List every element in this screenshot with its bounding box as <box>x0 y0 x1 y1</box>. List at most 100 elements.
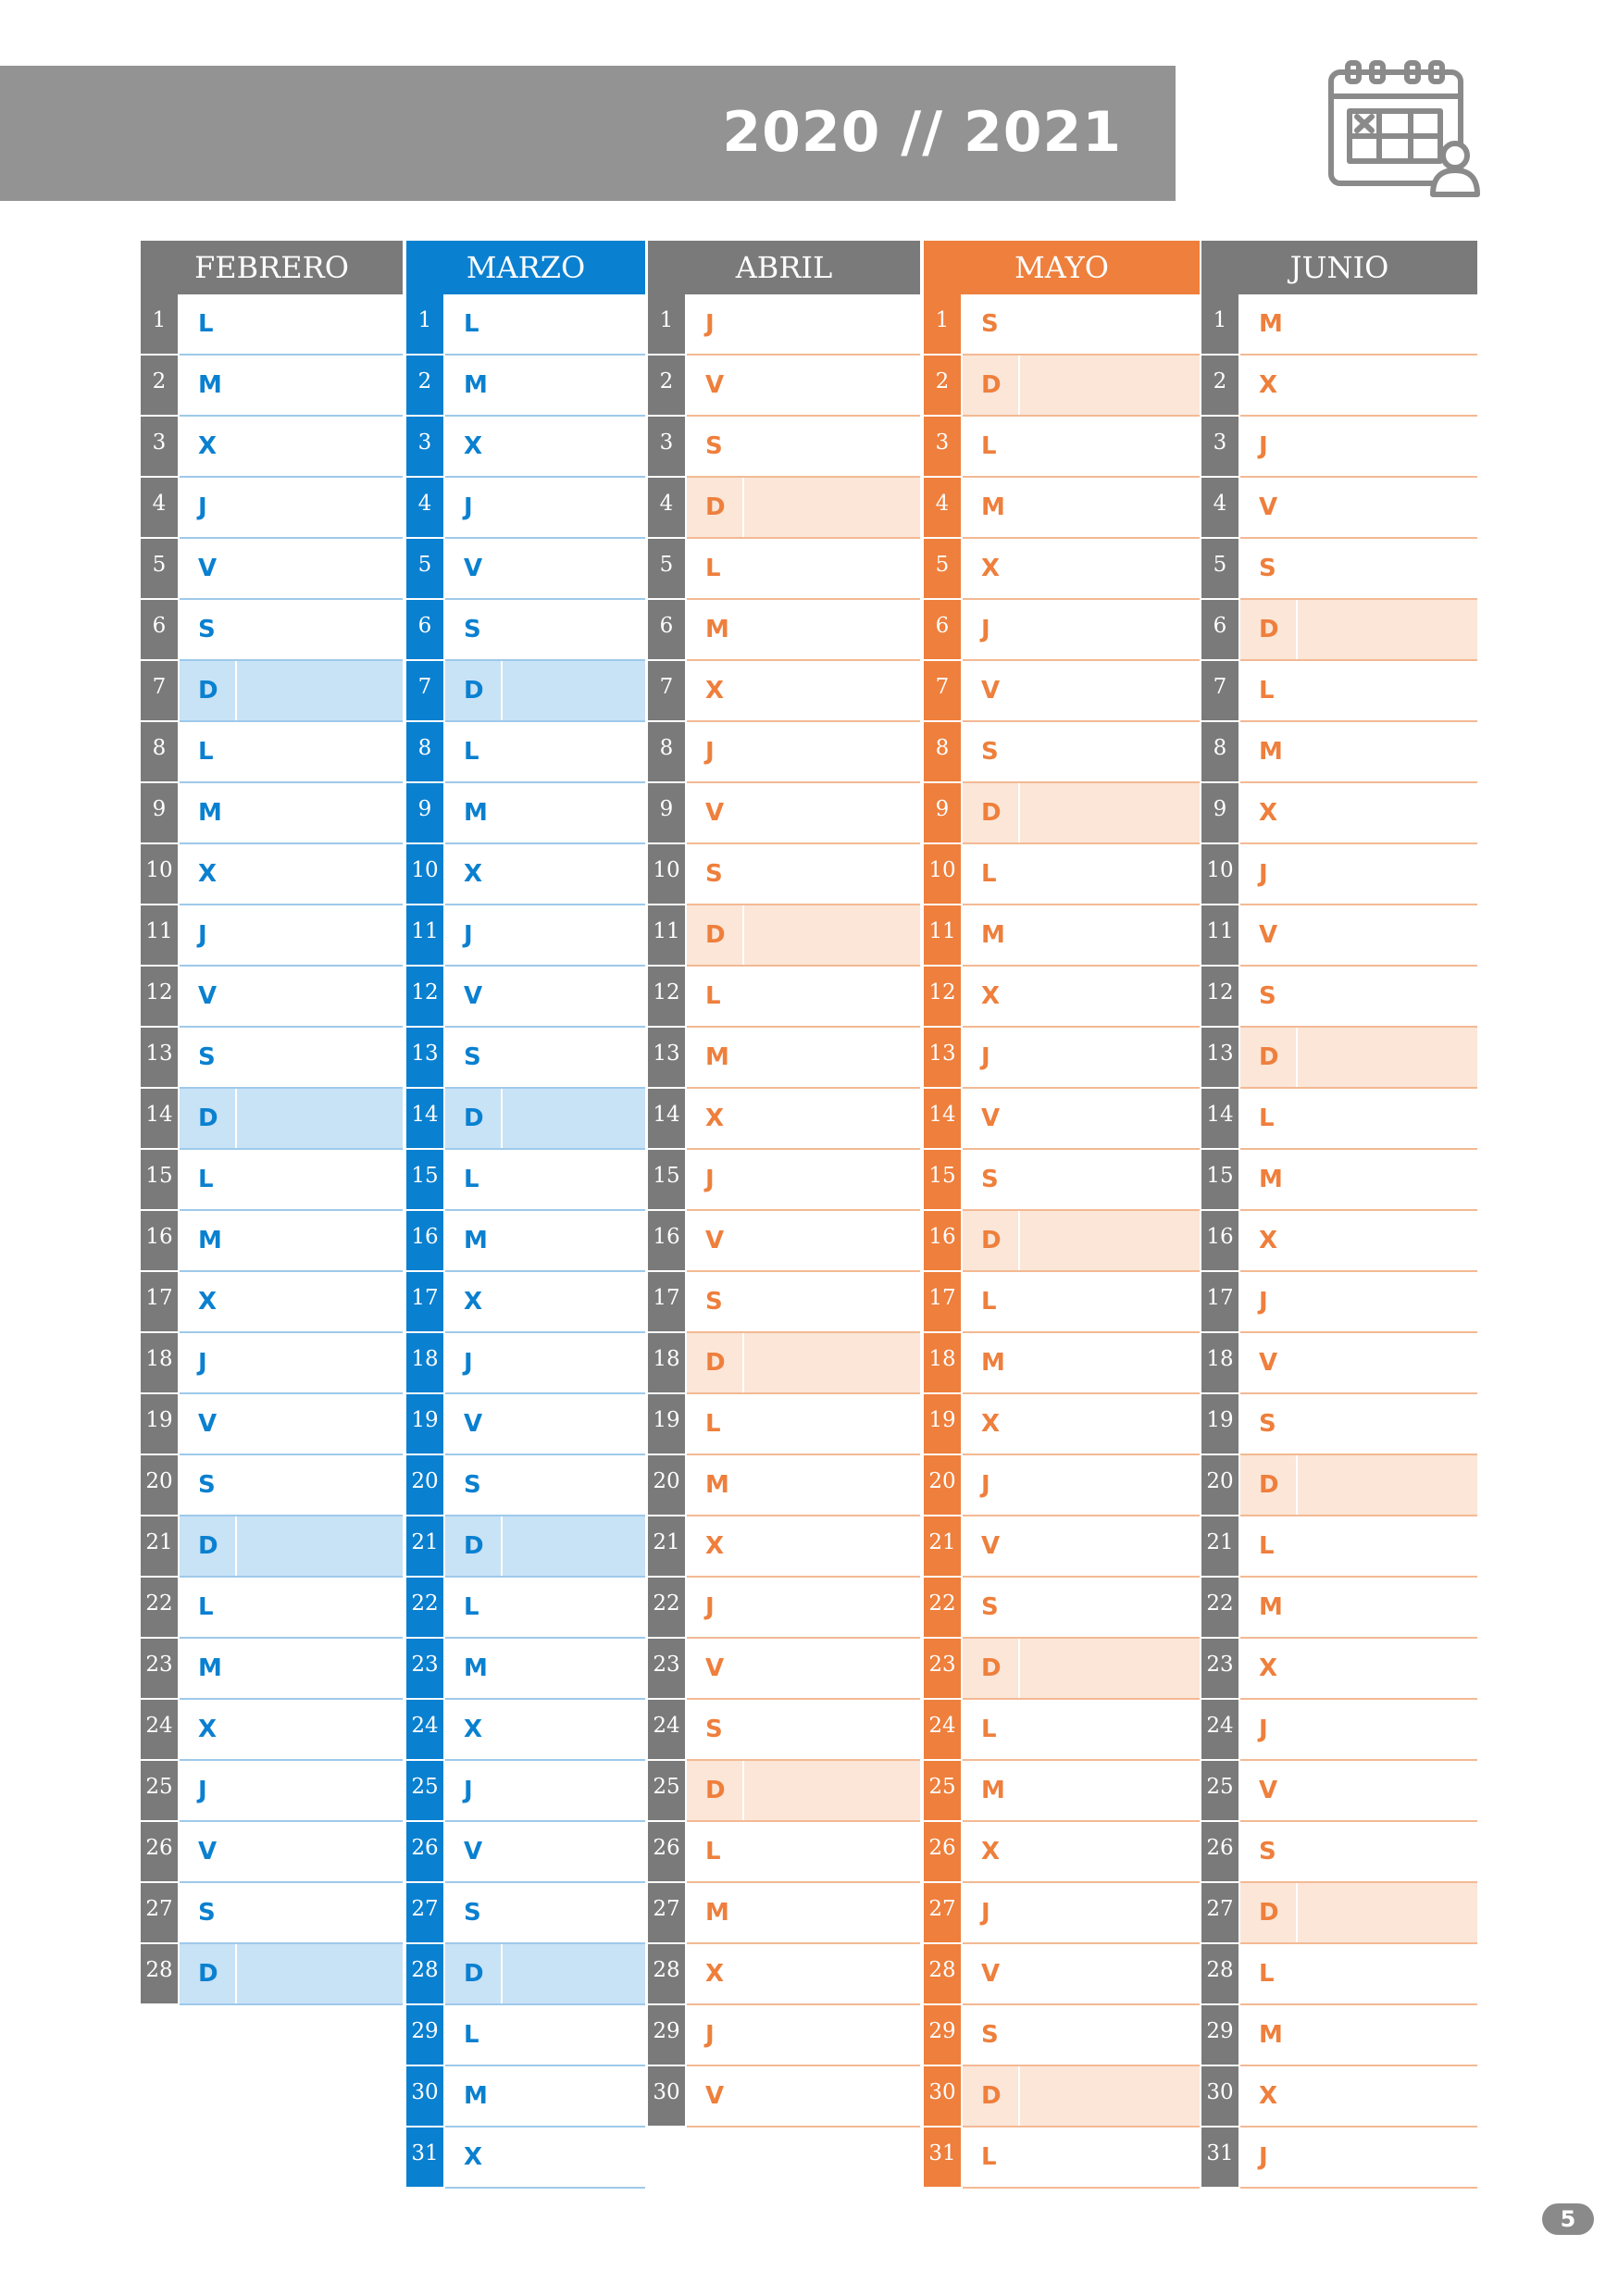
note-area[interactable] <box>744 844 920 904</box>
note-area[interactable] <box>1298 478 1477 537</box>
note-area[interactable] <box>1298 967 1477 1026</box>
note-area[interactable] <box>237 1639 403 1698</box>
note-area[interactable] <box>1298 1394 1477 1454</box>
note-area[interactable] <box>503 600 645 659</box>
note-area[interactable] <box>744 661 920 720</box>
note-area[interactable] <box>1298 844 1477 904</box>
note-area[interactable] <box>1020 1700 1200 1759</box>
note-area[interactable] <box>503 478 645 537</box>
note-area[interactable] <box>237 661 403 720</box>
note-area[interactable] <box>237 1089 403 1148</box>
note-area[interactable] <box>1298 1455 1477 1515</box>
note-area[interactable] <box>1020 294 1200 354</box>
note-area[interactable] <box>1020 1822 1200 1881</box>
note-area[interactable] <box>503 1272 645 1331</box>
note-area[interactable] <box>1020 1211 1200 1270</box>
note-area[interactable] <box>1298 1700 1477 1759</box>
note-area[interactable] <box>503 844 645 904</box>
note-area[interactable] <box>503 1150 645 1209</box>
note-area[interactable] <box>1020 722 1200 781</box>
note-area[interactable] <box>1020 478 1200 537</box>
note-area[interactable] <box>237 905 403 965</box>
note-area[interactable] <box>1020 661 1200 720</box>
note-area[interactable] <box>237 1455 403 1515</box>
note-area[interactable] <box>744 417 920 476</box>
note-area[interactable] <box>744 1700 920 1759</box>
note-area[interactable] <box>744 1578 920 1637</box>
note-area[interactable] <box>237 1211 403 1270</box>
note-area[interactable] <box>503 2005 645 2065</box>
note-area[interactable] <box>503 967 645 1026</box>
note-area[interactable] <box>1020 1089 1200 1148</box>
note-area[interactable] <box>237 1028 403 1087</box>
note-area[interactable] <box>1298 1272 1477 1331</box>
note-area[interactable] <box>503 1883 645 1942</box>
note-area[interactable] <box>744 356 920 415</box>
note-area[interactable] <box>237 1578 403 1637</box>
note-area[interactable] <box>503 417 645 476</box>
note-area[interactable] <box>237 1150 403 1209</box>
note-area[interactable] <box>1020 783 1200 842</box>
note-area[interactable] <box>503 1822 645 1881</box>
note-area[interactable] <box>744 1333 920 1392</box>
note-area[interactable] <box>744 1822 920 1881</box>
note-area[interactable] <box>1298 2066 1477 2126</box>
note-area[interactable] <box>503 1700 645 1759</box>
note-area[interactable] <box>503 1028 645 1087</box>
note-area[interactable] <box>1020 844 1200 904</box>
note-area[interactable] <box>744 2005 920 2065</box>
note-area[interactable] <box>1020 539 1200 598</box>
note-area[interactable] <box>1020 1150 1200 1209</box>
note-area[interactable] <box>237 783 403 842</box>
note-area[interactable] <box>744 1944 920 2003</box>
note-area[interactable] <box>503 722 645 781</box>
note-area[interactable] <box>1020 2005 1200 2065</box>
note-area[interactable] <box>1298 1028 1477 1087</box>
note-area[interactable] <box>744 1150 920 1209</box>
note-area[interactable] <box>237 1272 403 1331</box>
note-area[interactable] <box>237 1883 403 1942</box>
note-area[interactable] <box>503 1333 645 1392</box>
note-area[interactable] <box>1298 722 1477 781</box>
note-area[interactable] <box>503 661 645 720</box>
note-area[interactable] <box>1298 1150 1477 1209</box>
note-area[interactable] <box>503 1516 645 1576</box>
note-area[interactable] <box>1020 417 1200 476</box>
note-area[interactable] <box>1020 1883 1200 1942</box>
note-area[interactable] <box>1020 600 1200 659</box>
note-area[interactable] <box>1020 1455 1200 1515</box>
note-area[interactable] <box>1298 1516 1477 1576</box>
note-area[interactable] <box>744 905 920 965</box>
note-area[interactable] <box>744 478 920 537</box>
note-area[interactable] <box>1298 1333 1477 1392</box>
note-area[interactable] <box>1020 1394 1200 1454</box>
note-area[interactable] <box>1020 1944 1200 2003</box>
note-area[interactable] <box>237 539 403 598</box>
note-area[interactable] <box>237 1822 403 1881</box>
note-area[interactable] <box>1298 2128 1477 2187</box>
note-area[interactable] <box>1020 2066 1200 2126</box>
note-area[interactable] <box>503 2066 645 2126</box>
note-area[interactable] <box>503 356 645 415</box>
note-area[interactable] <box>1020 2128 1200 2187</box>
note-area[interactable] <box>744 1883 920 1942</box>
note-area[interactable] <box>1298 1883 1477 1942</box>
note-area[interactable] <box>237 1333 403 1392</box>
note-area[interactable] <box>237 478 403 537</box>
note-area[interactable] <box>503 539 645 598</box>
note-area[interactable] <box>1298 1639 1477 1698</box>
note-area[interactable] <box>744 967 920 1026</box>
note-area[interactable] <box>503 1578 645 1637</box>
note-area[interactable] <box>1298 294 1477 354</box>
note-area[interactable] <box>744 539 920 598</box>
note-area[interactable] <box>1020 967 1200 1026</box>
note-area[interactable] <box>744 1761 920 1820</box>
note-area[interactable] <box>1020 356 1200 415</box>
note-area[interactable] <box>237 1516 403 1576</box>
note-area[interactable] <box>1298 1822 1477 1881</box>
note-area[interactable] <box>503 1394 645 1454</box>
note-area[interactable] <box>237 1761 403 1820</box>
note-area[interactable] <box>503 1639 645 1698</box>
note-area[interactable] <box>744 294 920 354</box>
note-area[interactable] <box>503 1089 645 1148</box>
